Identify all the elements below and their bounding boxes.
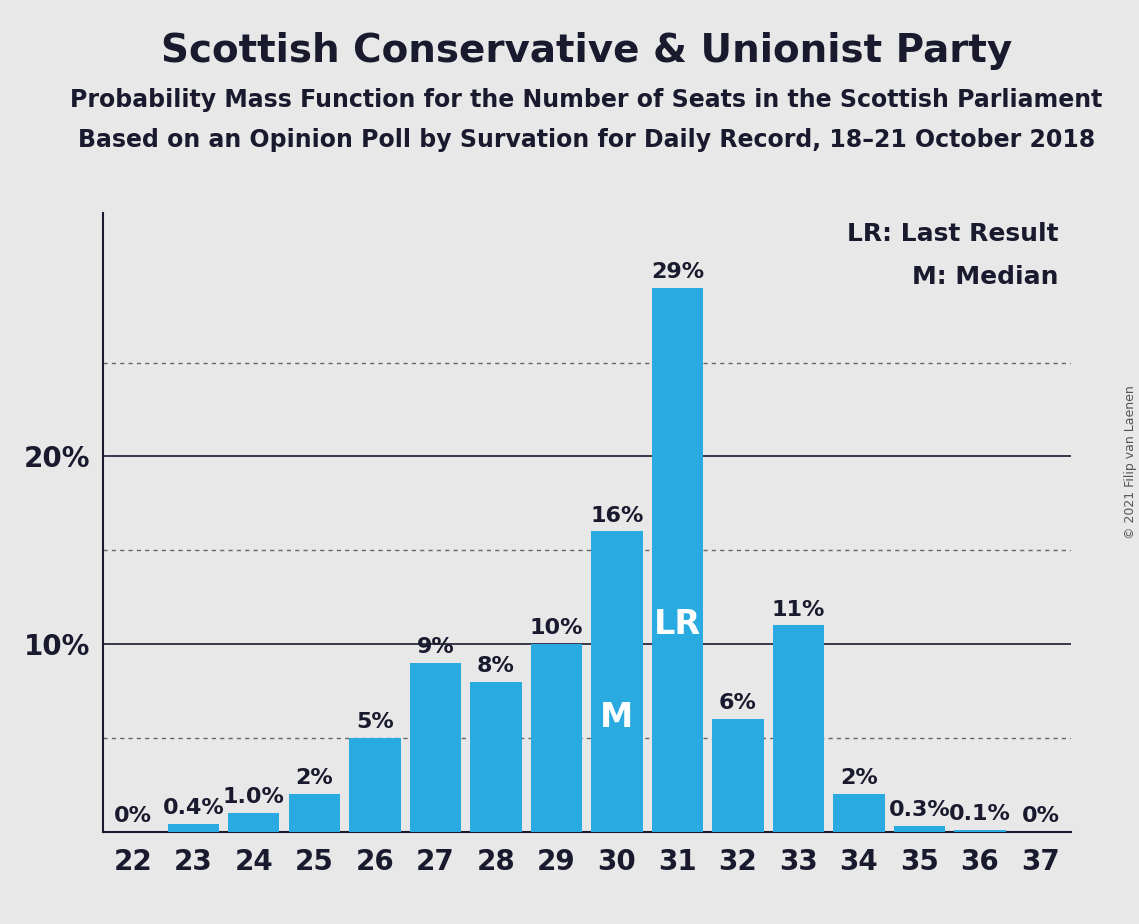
Text: LR: LR — [654, 608, 700, 641]
Text: 10%: 10% — [530, 618, 583, 638]
Bar — [894, 826, 945, 832]
Bar — [954, 830, 1006, 832]
Text: Based on an Opinion Poll by Survation for Daily Record, 18–21 October 2018: Based on an Opinion Poll by Survation fo… — [77, 128, 1096, 152]
Bar — [772, 626, 825, 832]
Bar — [591, 531, 642, 832]
Text: 0%: 0% — [1022, 806, 1059, 826]
Text: 2%: 2% — [839, 769, 878, 788]
Bar — [167, 824, 219, 832]
Text: M: Median: M: Median — [912, 265, 1058, 289]
Text: 0%: 0% — [114, 806, 151, 826]
Bar — [712, 719, 763, 832]
Text: LR: Last Result: LR: Last Result — [847, 222, 1058, 246]
Bar — [531, 644, 582, 832]
Bar — [652, 287, 703, 832]
Text: Probability Mass Function for the Number of Seats in the Scottish Parliament: Probability Mass Function for the Number… — [71, 88, 1103, 112]
Bar — [288, 794, 341, 832]
Text: 2%: 2% — [295, 769, 334, 788]
Text: 0.1%: 0.1% — [949, 804, 1010, 824]
Bar — [228, 813, 279, 832]
Text: M: M — [600, 701, 633, 734]
Text: 29%: 29% — [650, 261, 704, 282]
Bar — [410, 663, 461, 832]
Text: 0.3%: 0.3% — [888, 800, 950, 821]
Text: 9%: 9% — [417, 638, 454, 657]
Text: 5%: 5% — [355, 712, 394, 732]
Text: 16%: 16% — [590, 505, 644, 526]
Text: © 2021 Filip van Laenen: © 2021 Filip van Laenen — [1124, 385, 1137, 539]
Text: 0.4%: 0.4% — [163, 798, 224, 819]
Bar — [349, 737, 401, 832]
Bar — [470, 682, 522, 832]
Text: Scottish Conservative & Unionist Party: Scottish Conservative & Unionist Party — [161, 32, 1013, 70]
Text: 1.0%: 1.0% — [223, 787, 285, 808]
Text: 11%: 11% — [772, 600, 825, 620]
Bar — [833, 794, 885, 832]
Text: 8%: 8% — [477, 656, 515, 675]
Text: 6%: 6% — [719, 693, 756, 713]
